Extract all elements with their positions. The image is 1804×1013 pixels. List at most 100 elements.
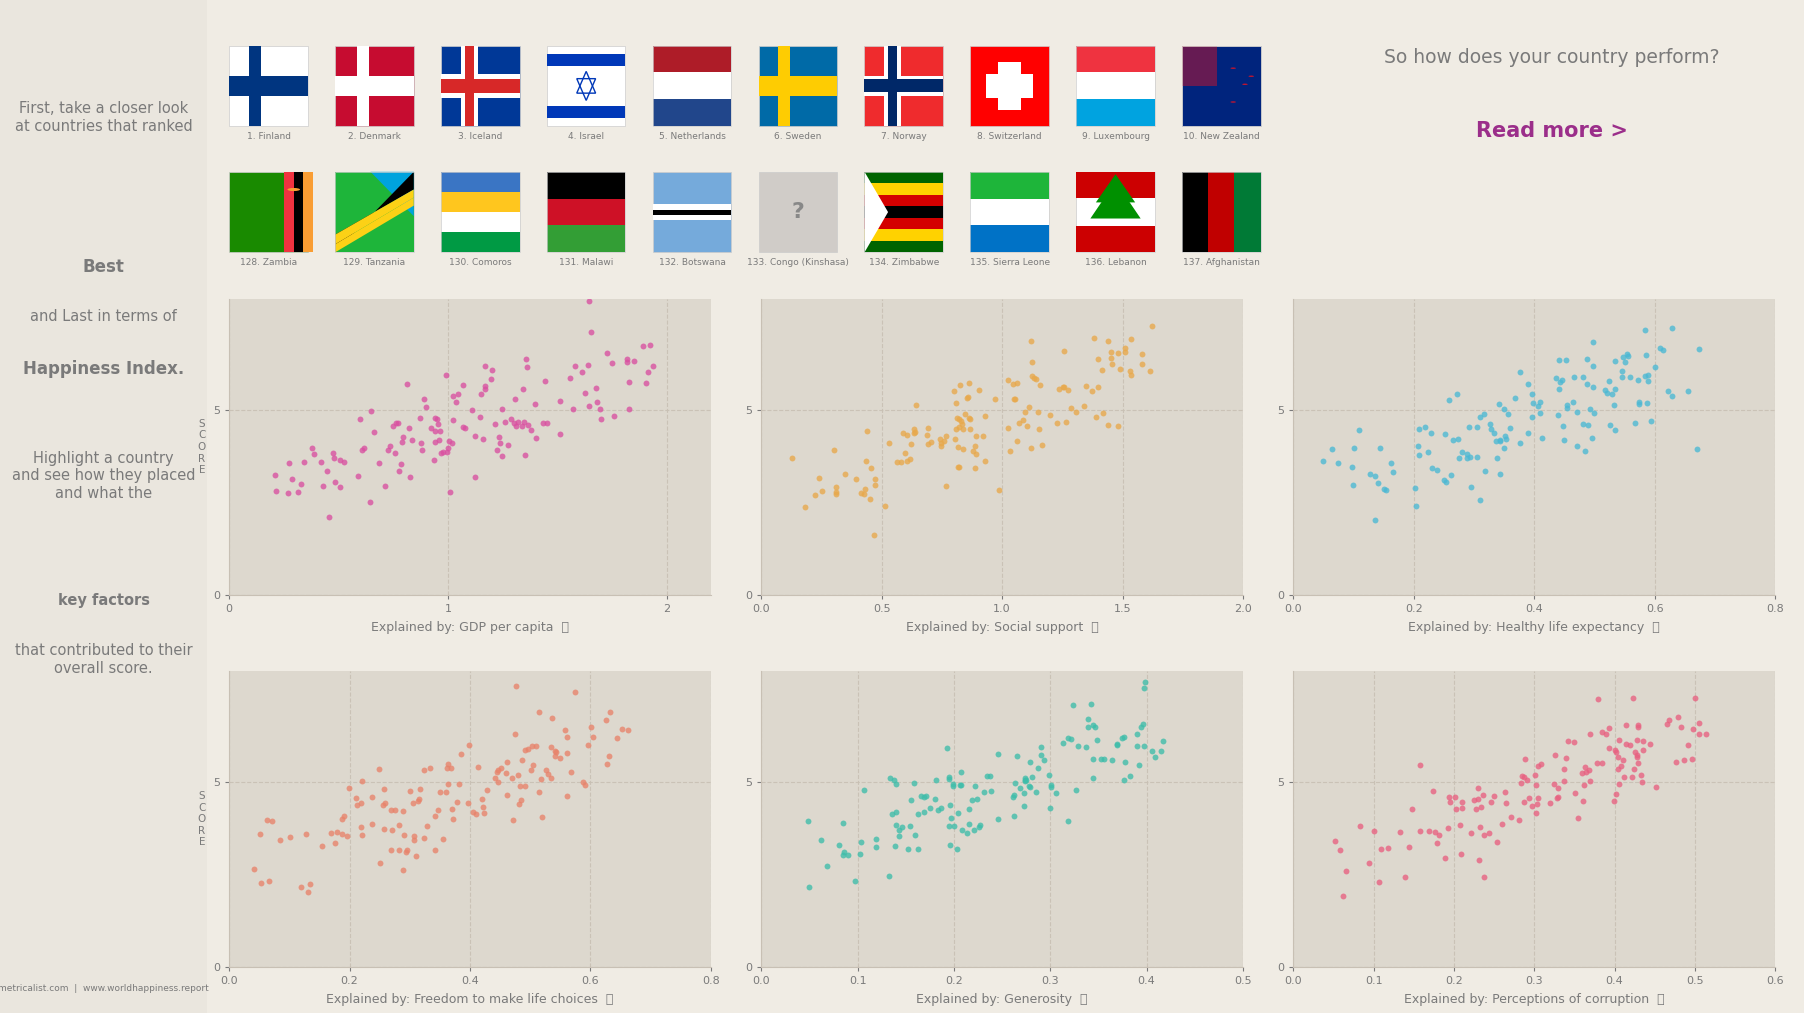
Point	[953, 825, 981, 841]
Point	[913, 420, 942, 437]
Y-axis label: S
C
O
R
E: S C O R E	[198, 791, 206, 848]
Polygon shape	[336, 198, 413, 252]
Point	[1364, 475, 1393, 491]
Point	[1597, 386, 1625, 402]
Point	[1624, 719, 1652, 735]
Point	[1344, 421, 1373, 438]
Point	[1541, 748, 1569, 764]
Point	[900, 424, 929, 441]
Point	[891, 445, 920, 461]
Point	[1562, 404, 1591, 420]
Point	[925, 432, 954, 448]
Point	[906, 788, 934, 804]
Point	[1108, 729, 1137, 746]
Point	[1481, 433, 1510, 449]
Point	[972, 768, 1001, 784]
Point	[1014, 399, 1043, 415]
Point	[951, 406, 980, 422]
Point	[1054, 382, 1082, 398]
Point	[1678, 751, 1707, 767]
Point	[1521, 767, 1550, 783]
Point	[1476, 416, 1505, 433]
Point	[1607, 369, 1636, 385]
Point	[875, 770, 904, 786]
Bar	[1209, 172, 1234, 252]
Point	[1595, 373, 1624, 389]
Point	[794, 813, 823, 830]
Point	[431, 368, 460, 384]
Point	[1467, 820, 1496, 836]
Point	[1636, 736, 1665, 753]
Point	[1542, 790, 1571, 806]
Point	[828, 847, 857, 863]
Point	[1050, 379, 1079, 395]
Point	[1057, 731, 1086, 748]
Point	[1573, 417, 1602, 434]
Point	[1131, 674, 1160, 690]
Point	[485, 428, 514, 445]
Point	[1117, 367, 1146, 383]
Bar	[294, 172, 303, 252]
Bar	[336, 172, 413, 252]
Point	[1414, 824, 1443, 840]
Point	[1077, 696, 1106, 712]
Point	[511, 414, 539, 431]
Point	[934, 769, 963, 785]
Point	[821, 478, 850, 494]
Text: ?: ?	[792, 202, 805, 222]
Text: metricalist.com  |  www.worldhappiness.report: metricalist.com | www.worldhappiness.rep…	[0, 984, 209, 993]
Point	[1454, 419, 1483, 436]
Bar	[336, 46, 413, 127]
Point	[574, 357, 603, 373]
Point	[1431, 426, 1459, 443]
Point	[487, 449, 516, 465]
Point	[327, 452, 355, 468]
Point	[850, 486, 879, 502]
Point	[327, 479, 355, 495]
Point	[1445, 450, 1474, 466]
Point	[1575, 725, 1604, 742]
Point	[274, 455, 303, 471]
Point	[851, 423, 880, 440]
Point	[428, 445, 456, 461]
Bar	[229, 76, 308, 95]
Point	[971, 784, 999, 800]
Point	[1035, 778, 1064, 794]
Point	[1070, 398, 1099, 414]
Point	[410, 391, 438, 407]
Point	[962, 446, 990, 462]
Point	[357, 815, 386, 832]
Point	[399, 828, 428, 844]
Point	[1560, 785, 1589, 801]
Point	[456, 402, 485, 418]
Point	[1477, 421, 1506, 438]
Point	[492, 787, 521, 803]
Point	[1079, 717, 1108, 733]
Point	[1405, 757, 1434, 773]
Point	[1023, 760, 1052, 776]
Bar	[653, 214, 731, 220]
Point	[996, 443, 1025, 459]
Point	[1122, 737, 1151, 754]
Point	[1474, 826, 1503, 842]
Bar	[1182, 46, 1261, 127]
Polygon shape	[1090, 181, 1140, 219]
Point	[1544, 352, 1573, 368]
Point	[429, 445, 458, 461]
Point	[1569, 443, 1598, 459]
Bar	[971, 46, 1048, 127]
Point	[487, 760, 516, 776]
Point	[1573, 376, 1602, 392]
Point	[1672, 383, 1701, 399]
Point	[1506, 775, 1535, 791]
Point	[1367, 841, 1396, 857]
Bar	[1077, 46, 1155, 73]
Point	[556, 371, 584, 387]
Bar	[1077, 99, 1155, 127]
Point	[1517, 797, 1546, 813]
Point	[913, 426, 942, 443]
Point	[518, 757, 547, 773]
Point	[298, 441, 327, 457]
Point	[1360, 512, 1389, 528]
Point	[541, 744, 570, 760]
